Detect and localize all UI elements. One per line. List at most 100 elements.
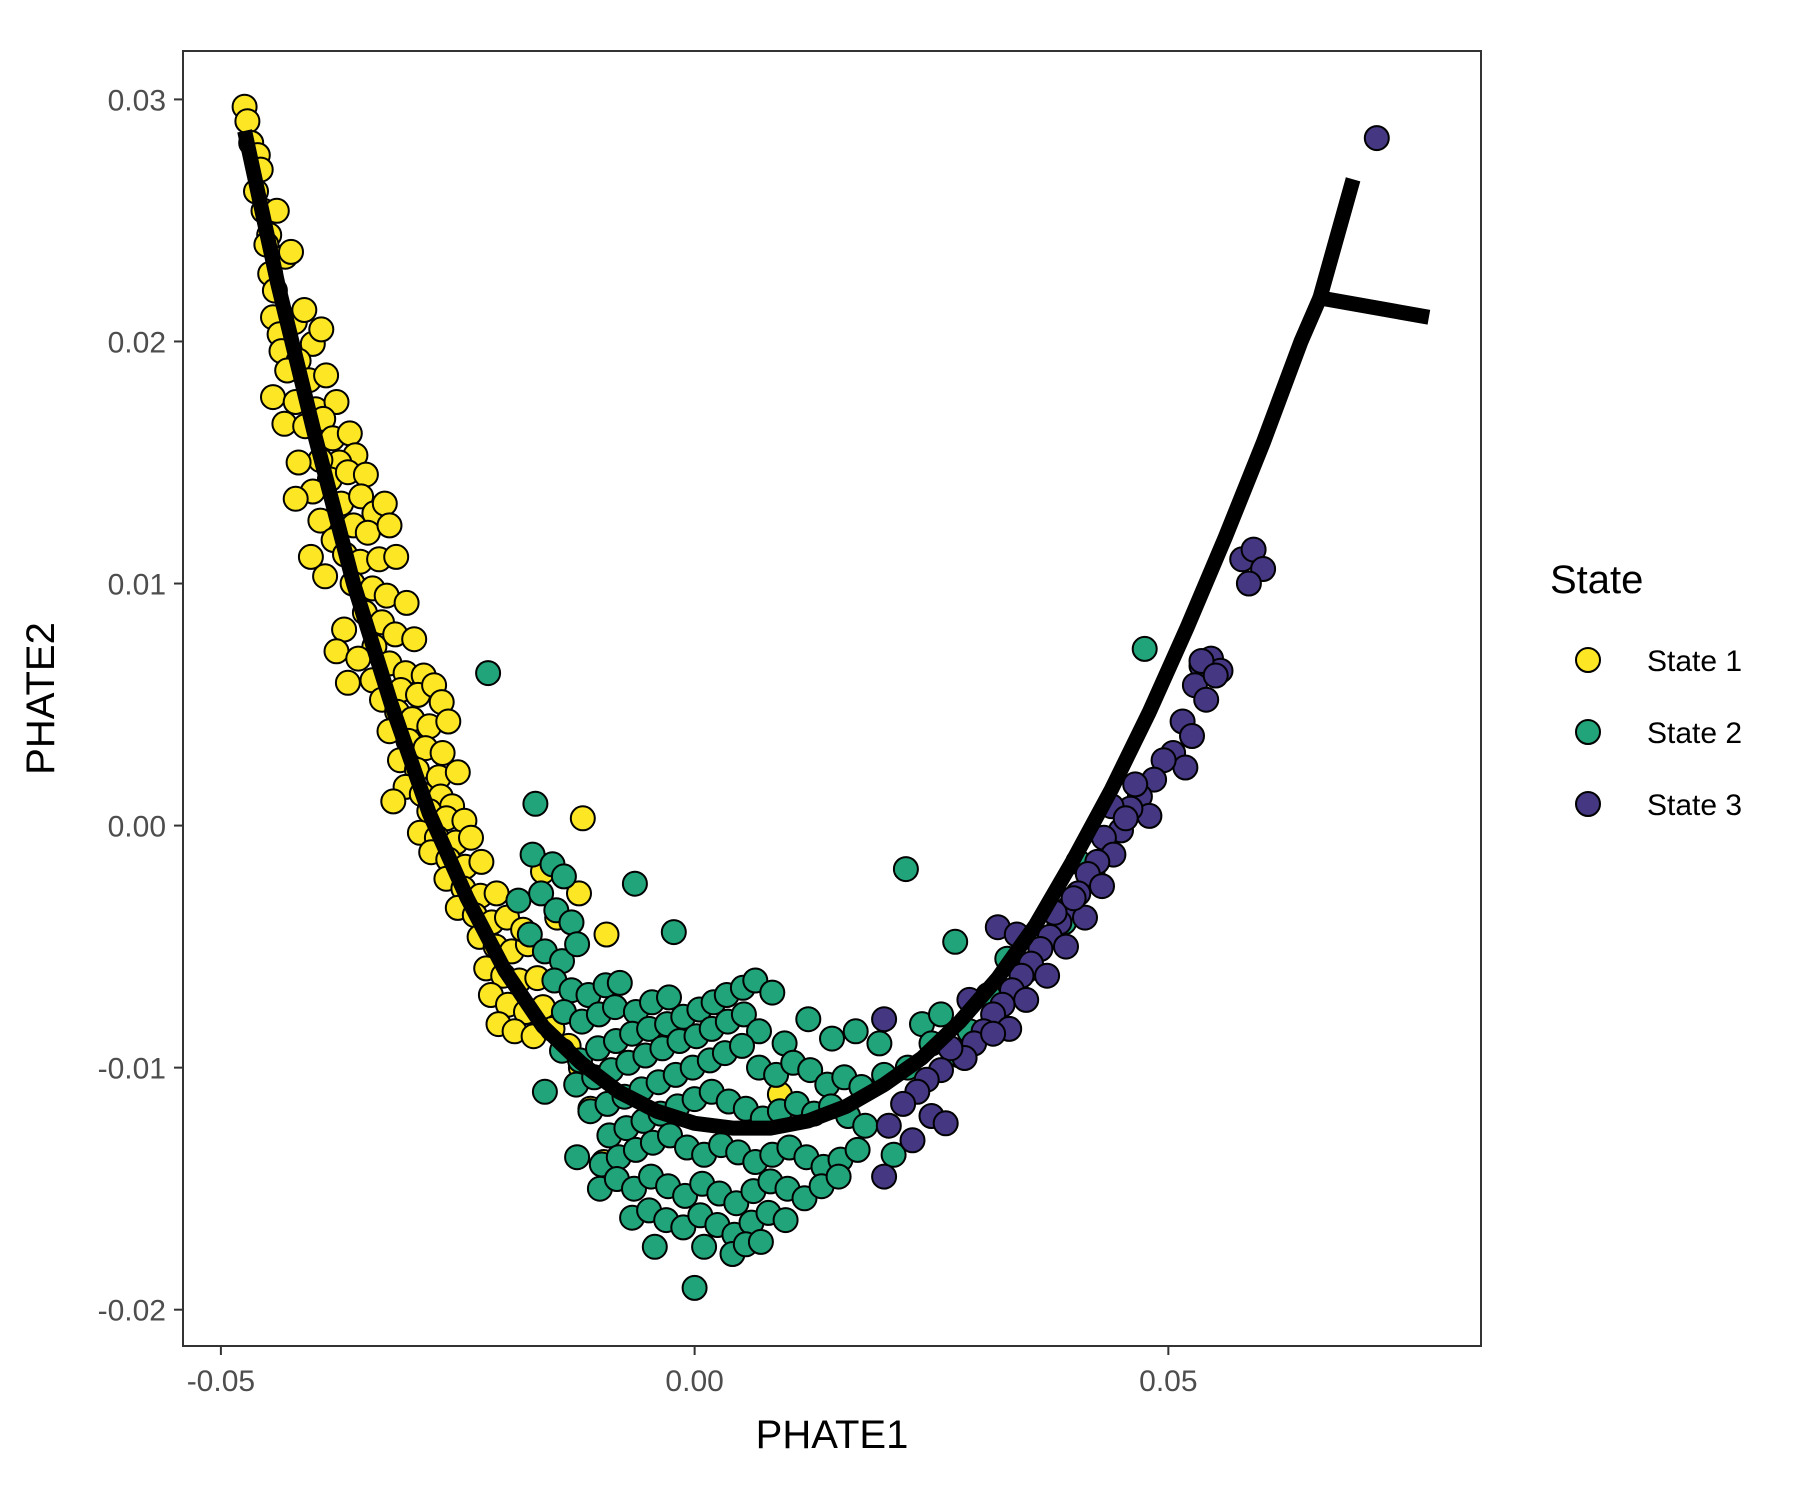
data-point	[516, 921, 543, 948]
data-point	[564, 931, 591, 958]
y-tick-label: 0.01	[108, 569, 166, 602]
y-tick-label: 0.02	[108, 326, 166, 359]
legend-item: State 1	[1575, 645, 1742, 678]
data-point	[928, 1001, 954, 1028]
data-point	[313, 362, 340, 389]
data-point	[312, 563, 339, 590]
data-point	[880, 1141, 907, 1168]
data-point	[336, 420, 363, 447]
data-point	[747, 1228, 774, 1255]
data-point	[871, 1163, 898, 1190]
data-point	[1122, 771, 1149, 798]
data-point	[660, 919, 687, 946]
data-point	[681, 1274, 708, 1301]
plot-area	[183, 51, 1481, 1346]
data-point	[371, 490, 398, 517]
y-tick-label: -0.02	[98, 1295, 166, 1328]
data-point	[1202, 662, 1229, 689]
legend-label: State 1	[1647, 645, 1742, 678]
data-point	[323, 638, 350, 665]
data-point	[475, 660, 502, 687]
data-point	[528, 880, 555, 907]
data-point	[825, 1163, 852, 1190]
legend: State State 1 State 2 State 3	[1550, 558, 1742, 822]
data-point	[875, 1112, 902, 1139]
data-point	[354, 519, 381, 546]
data-point	[260, 384, 286, 411]
data-point	[566, 880, 592, 907]
data-point	[797, 1057, 824, 1084]
data-point	[691, 1233, 718, 1260]
data-point	[458, 824, 484, 851]
data-point	[282, 485, 309, 512]
data-point	[383, 543, 410, 570]
data-point	[323, 389, 350, 415]
data-point	[393, 589, 420, 616]
data-point	[1060, 885, 1087, 912]
axes: -0.05 0.00 0.05 0.03 0.02 0.01 0.00 -0.01 -0.02 P…	[19, 50, 1482, 1457]
data-point	[795, 1006, 822, 1033]
data-point	[890, 1090, 917, 1117]
data-point	[606, 969, 633, 996]
x-tick-label: 0.05	[1139, 1365, 1197, 1398]
data-point	[1053, 933, 1079, 960]
data-point	[866, 1030, 893, 1057]
data-point	[641, 1233, 668, 1260]
data-point	[278, 238, 304, 265]
data-point	[334, 669, 361, 696]
data-point	[380, 788, 407, 815]
data-point	[593, 921, 620, 948]
data-point	[483, 880, 510, 907]
data-point	[942, 928, 969, 955]
legend-item: State 2	[1575, 717, 1742, 750]
data-point	[842, 1018, 869, 1045]
data-point	[621, 870, 648, 897]
x-tick-label: 0.00	[665, 1365, 723, 1398]
data-point	[564, 1144, 591, 1171]
data-point	[1172, 754, 1199, 781]
plot-border	[182, 50, 1482, 1347]
data-point	[505, 887, 532, 914]
data-point	[1363, 125, 1390, 152]
data-point	[348, 483, 375, 510]
data-point	[569, 805, 596, 832]
data-point	[1013, 986, 1040, 1013]
data-point	[1089, 873, 1115, 900]
data-point	[844, 1136, 871, 1163]
data-point	[1034, 962, 1061, 989]
legend-key	[1575, 719, 1601, 745]
data-point	[558, 909, 585, 936]
data-point	[819, 1025, 845, 1052]
data-point	[297, 543, 324, 570]
data-point	[772, 1207, 799, 1234]
data-point	[746, 1018, 772, 1045]
data-point	[308, 316, 335, 343]
data-point	[1131, 635, 1158, 662]
trajectory-arrowhead	[1310, 177, 1431, 325]
data-point	[656, 984, 682, 1011]
data-point	[522, 790, 549, 817]
data-point	[291, 297, 318, 323]
data-point	[759, 979, 786, 1006]
y-tick-label: -0.01	[98, 1053, 166, 1086]
y-axis-title: PHATE2	[19, 622, 63, 775]
data-point	[932, 1110, 959, 1137]
data-point	[331, 616, 358, 643]
legend-title: State	[1550, 558, 1643, 602]
data-point	[531, 1078, 558, 1105]
data-point	[892, 856, 919, 883]
legend-label: State 3	[1647, 789, 1742, 822]
legend-label: State 2	[1647, 717, 1742, 750]
series-3	[871, 125, 1390, 1190]
data-point	[1179, 723, 1205, 749]
data-point	[444, 759, 471, 786]
trajectory-curve	[237, 129, 1327, 1136]
y-tick-label: 0.00	[108, 811, 166, 844]
data-point	[980, 1020, 1007, 1047]
data-point	[871, 1006, 898, 1033]
data-point	[550, 863, 577, 890]
data-point	[729, 1032, 755, 1059]
data-point	[234, 108, 261, 135]
legend-item: State 3	[1575, 789, 1742, 822]
data-point	[1235, 570, 1262, 597]
